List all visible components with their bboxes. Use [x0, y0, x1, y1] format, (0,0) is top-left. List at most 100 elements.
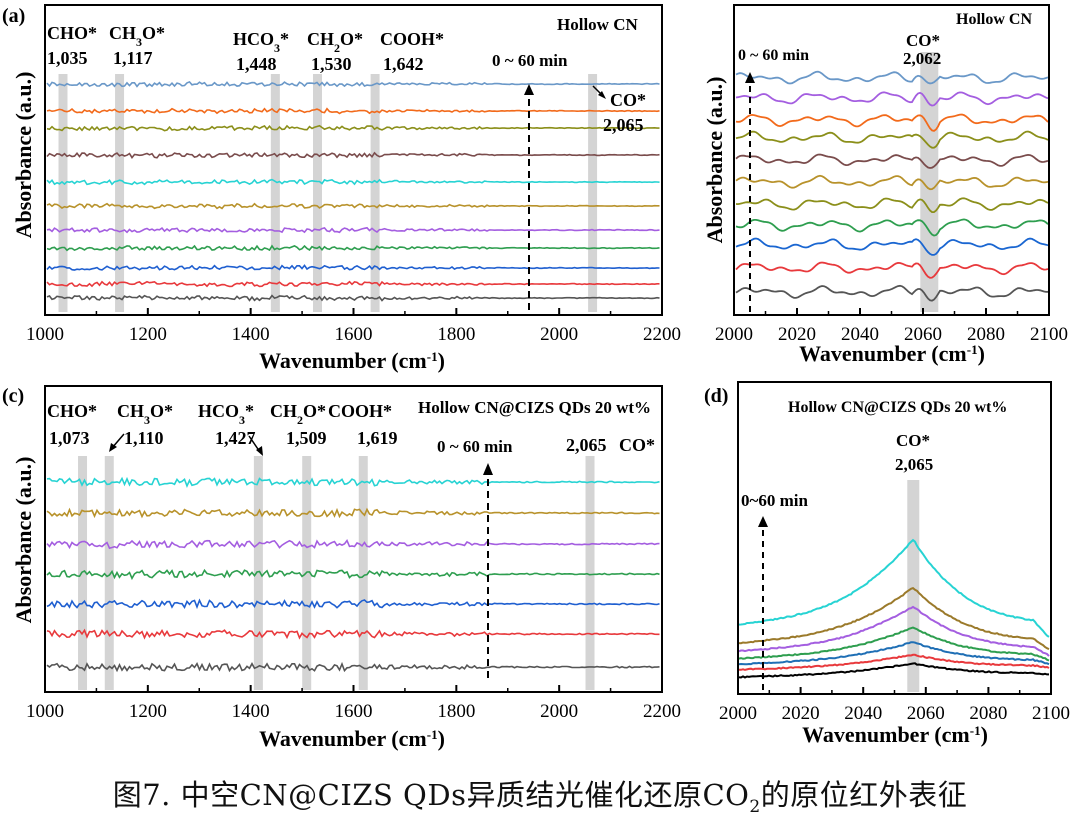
spectrum-line: [735, 130, 1049, 149]
panel-c-label-co: 2,065: [566, 435, 607, 455]
panel-a-xlabel: Wavenumber (cm-1): [259, 348, 445, 373]
panel-d-letter: (d): [704, 385, 728, 407]
panel-c-species-hco3: HCO3*: [198, 401, 254, 427]
band-marker: [78, 456, 88, 690]
panel-d: 2000 2020 2040 2060 2080 2100 (d) Hollow CN@C…: [704, 381, 1070, 747]
spectrum-line: [735, 91, 1049, 107]
spectrum-line: [46, 80, 660, 88]
band-marker: [313, 74, 323, 312]
spectrum-line: [46, 107, 660, 115]
spectrum-line: [735, 261, 1049, 279]
x-tick-label: 1000: [26, 701, 64, 722]
panel-d-peak-label: 2,065: [895, 455, 933, 474]
x-tick-label: 2060: [904, 324, 942, 345]
x-tick-label: 2200: [643, 324, 681, 345]
x-tick-label: 1200: [129, 324, 167, 345]
x-tick-label: 2000: [540, 701, 578, 722]
caption-suffix: 的原位红外表征: [760, 778, 968, 812]
band-marker: [585, 456, 595, 690]
panel-c-label-cho: 1,073: [49, 428, 90, 448]
spectrum-line: [46, 507, 660, 519]
spectrum-line: [46, 598, 660, 610]
panel-c-title: Hollow CN@CIZS QDs 20 wt%: [418, 398, 651, 417]
x-tick-label: 1400: [232, 324, 270, 345]
x-tick-label: 1600: [335, 324, 373, 345]
panel-c-species-cooh: COOH*: [328, 401, 392, 421]
spectrum-line: [46, 568, 660, 581]
band-marker: [588, 74, 598, 312]
panel-b-label-co: 2,062: [903, 49, 941, 68]
panel-a-species-cooh: COOH*: [380, 29, 444, 49]
x-tick-label: 2200: [643, 701, 681, 722]
panel-b-lines: [735, 70, 1049, 302]
x-tick-label: 2000: [719, 703, 757, 724]
band-marker: [253, 456, 263, 690]
x-tick-label: 1800: [437, 701, 475, 722]
panel-a-species-ch3o: CH3O*: [109, 23, 165, 49]
x-tick-label: 1000: [26, 324, 64, 345]
caption-prefix: 图7. 中空CN@CIZS QDs异质结光催化还原CO: [112, 778, 750, 812]
panel-c-ylabel: Absorbance (a.u.): [11, 457, 36, 624]
spectrum-line: [46, 628, 660, 640]
panel-c-species-ch2o: CH2O*: [270, 401, 326, 427]
x-tick-label: 1600: [335, 701, 373, 722]
spectrum-line: [735, 70, 1049, 85]
x-tick-label: 1800: [437, 324, 475, 345]
panel-a-label-cho: 1,035: [47, 48, 88, 68]
spectrum-line: [735, 153, 1049, 169]
panel-c-ch3o-pointer-head: [109, 443, 117, 452]
panel-c: 1000 1200 1400 1600 1800 2000 2200 (c) Hollow …: [2, 385, 681, 751]
spectrum-line: [738, 626, 1050, 662]
panel-c-label-ch3o: 1,110: [124, 428, 164, 448]
spectrum-line: [735, 113, 1049, 132]
panel-a-label-ch2o: 1,530: [311, 54, 352, 74]
panel-c-label-hco3: 1,427: [215, 428, 256, 448]
panel-c-letter: (c): [2, 385, 24, 407]
panel-c-label-cooh: 1,619: [357, 428, 398, 448]
spectrum-line: [46, 244, 660, 252]
spectrum-line: [46, 539, 660, 550]
panel-a-title: Hollow CN: [557, 15, 638, 34]
panel-a-label-co: 2,065: [603, 115, 644, 135]
panel-d-title: Hollow CN@CIZS QDs 20 wt%: [788, 399, 1007, 416]
panel-b-title: Hollow CN: [956, 11, 1032, 28]
spectrum-line: [735, 218, 1049, 237]
spectrum-line: [46, 294, 660, 302]
panel-a-species-cho: CHO*: [47, 23, 97, 43]
panel-d-species-co: CO*: [896, 431, 930, 450]
panel-a-label-cooh: 1,642: [383, 54, 424, 74]
panel-d-xlabel: Wavenumber (cm-1): [802, 722, 988, 747]
x-tick-label: 2100: [1030, 324, 1068, 345]
spectrum-line: [46, 124, 660, 132]
spectrum-line: [735, 237, 1049, 256]
panel-a-species-ch2o: CH2O*: [307, 29, 363, 55]
x-tick-label: 2000: [540, 324, 578, 345]
x-tick-label: 2040: [844, 703, 882, 724]
panel-d-time-label: 0~60 min: [741, 491, 808, 510]
spectrum-line: [735, 284, 1049, 302]
panel-a-time-arrow-head: [524, 84, 534, 95]
panel-d-bands: [907, 480, 920, 692]
panel-c-ticks: 1000 1200 1400 1600 1800 2000 2200: [26, 685, 681, 722]
spectrum-line: [738, 641, 1050, 666]
panel-a-label-hco3: 1,448: [236, 54, 277, 74]
x-tick-label: 2020: [778, 324, 816, 345]
panel-c-time-label: 0 ~ 60 min: [437, 437, 513, 456]
panel-c-species-cho: CHO*: [47, 401, 97, 421]
spectrum-line: [735, 174, 1049, 191]
panel-b-species-co: CO*: [906, 31, 940, 50]
band-marker: [358, 456, 368, 690]
band-marker: [270, 74, 280, 312]
panel-c-species-ch3o: CH3O*: [117, 401, 173, 427]
panel-a-co-pointer-head: [598, 91, 606, 99]
panel-d-time-arrow-head: [758, 516, 768, 527]
panel-a-label-ch3o: 1,117: [113, 48, 153, 68]
band-marker: [104, 456, 114, 690]
panel-a-species-hco3: HCO3*: [233, 29, 289, 55]
x-tick-label: 2020: [782, 703, 820, 724]
panel-a-letter: (a): [2, 5, 25, 27]
x-tick-label: 1200: [129, 701, 167, 722]
x-tick-label: 2080: [969, 703, 1007, 724]
spectrum-line: [46, 280, 660, 288]
panel-a-ylabel: Absorbance (a.u.): [11, 72, 36, 239]
